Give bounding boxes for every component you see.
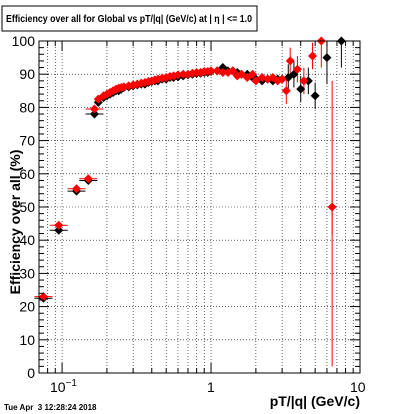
data-point-black — [310, 91, 320, 101]
data-point-red — [38, 292, 48, 302]
data-point-red — [251, 76, 261, 86]
data-point-red — [236, 69, 246, 79]
data-point-red — [281, 86, 291, 96]
data-markers — [38, 36, 346, 303]
x-tick-label-10: 10 — [350, 379, 366, 395]
x-tick-label-0.1: 10−1 — [50, 378, 77, 395]
data-point-red — [119, 82, 129, 92]
x-axis-label: pT/|q| (GeV/c) — [270, 393, 360, 409]
data-point-black — [54, 225, 64, 235]
data-point-red — [285, 56, 295, 66]
data-point-red — [228, 66, 238, 76]
y-tick-label: 20 — [19, 299, 35, 315]
y-tick-label: 50 — [19, 199, 35, 215]
timestamp: Tue Apr 3 12:28:24 2018 — [4, 403, 97, 412]
y-tick-label: 10 — [19, 332, 35, 348]
y-tick-label: 0 — [27, 365, 35, 381]
data-point-red — [54, 220, 64, 230]
data-point-red — [327, 202, 337, 212]
data-point-red — [308, 51, 318, 61]
title-box — [1, 5, 258, 32]
data-point-black — [296, 84, 306, 94]
y-tick-label: 80 — [19, 99, 35, 115]
y-tick-labels: 0 10 20 30 40 50 60 70 80 90 100 — [12, 33, 36, 381]
data-point-red — [178, 69, 188, 79]
y-tick-label: 100 — [12, 33, 36, 49]
y-tick-label: 60 — [19, 166, 35, 182]
chart-title: Efficiency over all for Global vs pT/|q|… — [6, 14, 252, 25]
x-tick-label-1: 1 — [207, 379, 215, 395]
data-point-black — [322, 53, 332, 63]
data-point-red — [72, 184, 82, 194]
data-point-red — [173, 70, 183, 80]
data-point-red — [248, 69, 258, 79]
y-tick-label: 90 — [19, 66, 35, 82]
data-point-red — [206, 66, 216, 76]
data-point-red — [218, 68, 228, 78]
y-tick-label: 40 — [19, 232, 35, 248]
y-axis-label: Efficiency over all (%) — [7, 150, 23, 295]
data-point-red — [299, 76, 309, 86]
data-point-red — [89, 104, 99, 114]
data-point-black — [89, 109, 99, 119]
y-tick-label: 30 — [19, 265, 35, 281]
data-point-red — [292, 64, 302, 74]
x-tick-labels: 10−1 1 10 — [50, 378, 366, 395]
data-point-red — [83, 174, 93, 184]
data-point-red — [277, 74, 287, 84]
axis-ticks — [38, 40, 361, 374]
y-tick-label: 70 — [19, 133, 35, 149]
